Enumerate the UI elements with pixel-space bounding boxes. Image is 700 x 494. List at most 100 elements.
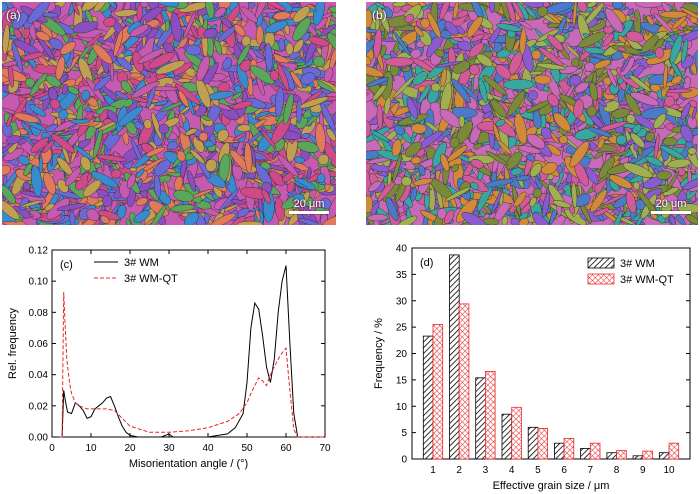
grain [606,67,617,88]
grain [130,138,144,166]
y-tick-label: 0.02 [29,401,49,412]
grain [298,218,321,225]
grain [451,36,464,42]
grain [626,30,644,43]
grain [49,38,64,50]
grain [236,220,263,225]
x-tick-label: 2 [456,465,462,476]
grain [518,217,529,225]
grain [41,12,59,18]
grain [625,190,637,214]
scale-bar-a-line [289,211,329,214]
grain [143,119,153,130]
grain [196,55,210,82]
grain [671,75,683,85]
grain [323,67,334,83]
x-tick-label: 20 [124,443,136,454]
grain [507,90,526,117]
grain [586,105,597,117]
bar-wmqt [563,437,575,460]
grain [533,74,552,85]
grain [627,8,634,17]
grain [255,25,264,45]
grain [86,173,92,182]
bar-wmqt [668,442,680,460]
grain [470,182,479,190]
grain [630,132,646,148]
grain [376,149,403,161]
grain [392,30,411,56]
grain [571,182,578,209]
grain [666,170,680,193]
grain [439,2,451,20]
grain [170,12,182,43]
grain [106,109,119,123]
grain [572,2,578,28]
x-tick-label: 7 [588,465,594,476]
grain [673,144,687,148]
grain [137,177,143,188]
grain [237,44,251,66]
grain [185,128,198,136]
grain [113,29,123,57]
grain [652,38,665,53]
grain [488,2,495,14]
grain [155,2,180,8]
grain [604,8,624,33]
grain [164,19,170,32]
grain [617,46,627,52]
grain [43,82,49,93]
grain [624,93,641,116]
grain [367,180,382,193]
grain [129,24,149,37]
grain [653,13,673,33]
grain [497,140,512,155]
grain [553,112,571,132]
panel-tag-d: (d) [420,257,433,269]
grain [366,195,373,213]
grain [198,14,204,26]
grain [418,84,431,104]
grain [129,72,142,79]
grain [167,141,179,150]
grain [513,191,527,208]
grain [394,125,405,136]
grain [569,204,576,215]
grain [469,64,480,76]
grain [619,57,635,77]
grain [139,2,149,8]
grain [682,177,698,191]
grain [116,56,133,71]
grain [669,34,683,64]
bar-wm [449,254,460,460]
y-tick-label: 0.10 [29,277,49,288]
grain [514,113,528,145]
grain [2,23,10,55]
grain [55,56,66,81]
grain [45,74,62,88]
grain [286,181,295,193]
grain [23,162,33,177]
grain [597,98,607,108]
grain [43,172,56,195]
grain [86,208,100,222]
grain [564,208,587,225]
grain [265,20,288,34]
grain [680,124,694,143]
grain [391,139,402,157]
grain [502,79,535,90]
grain [254,111,271,118]
grain [394,215,418,225]
grain [232,132,247,142]
series-line-wm [59,265,325,438]
grain [294,156,305,164]
grain [99,109,109,122]
grain [155,60,186,75]
legend-label: 3# WM-QT [124,273,178,285]
grain [630,91,659,106]
grain [602,150,607,163]
grain [559,135,568,145]
grain [106,2,117,9]
grain [499,2,511,23]
grain [461,212,489,225]
